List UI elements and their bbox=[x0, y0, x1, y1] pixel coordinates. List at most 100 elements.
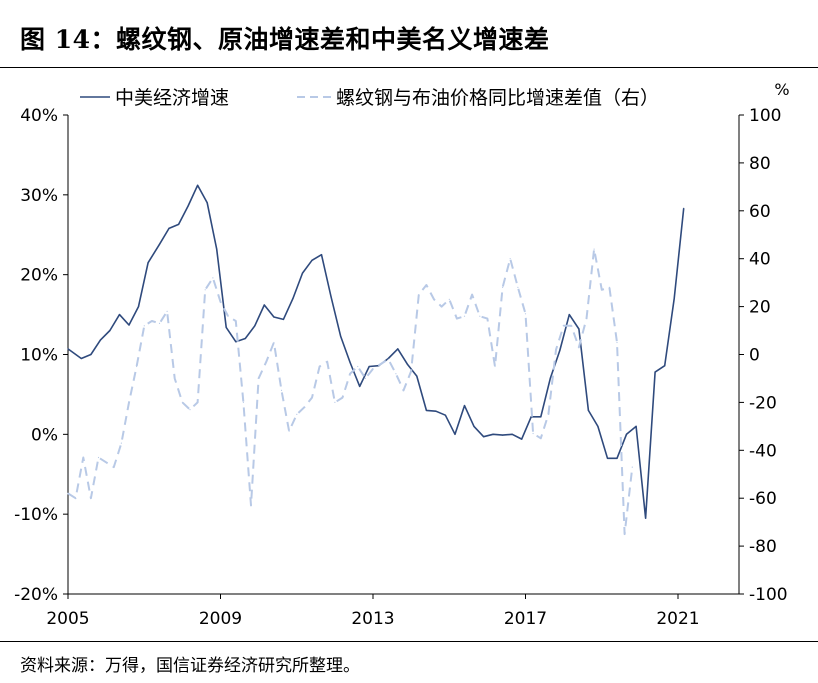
series-2-point bbox=[204, 289, 206, 291]
series-2-point bbox=[517, 286, 519, 288]
series-1-point bbox=[540, 416, 542, 418]
series-2-point bbox=[601, 289, 603, 291]
series-2-point bbox=[540, 437, 542, 439]
right-tick-label: -20 bbox=[749, 393, 777, 413]
series-2-point bbox=[563, 325, 565, 327]
series-1-point bbox=[368, 365, 370, 368]
series-1-point bbox=[67, 348, 69, 350]
series-2-point bbox=[380, 363, 382, 365]
series-2-point bbox=[608, 286, 611, 288]
left-tick-label: -10% bbox=[14, 505, 58, 525]
series-2-point bbox=[128, 401, 130, 403]
right-tick-label: 100 bbox=[749, 106, 781, 126]
series-1-point bbox=[263, 304, 265, 306]
series-2-point bbox=[105, 461, 107, 463]
source-note: 资料来源：万得，国信证券经济研究所整理。 bbox=[20, 656, 360, 676]
series-1-point bbox=[320, 254, 323, 256]
series-2-point bbox=[158, 322, 161, 324]
series-2-point bbox=[326, 361, 328, 363]
series-2-point bbox=[425, 284, 427, 286]
series-2-point bbox=[311, 397, 313, 399]
series-1-point bbox=[330, 296, 332, 298]
series-1-point bbox=[90, 353, 92, 356]
series-2-point bbox=[143, 325, 145, 327]
series-1-point bbox=[549, 377, 551, 379]
series-1-point bbox=[118, 314, 121, 316]
series-2-point bbox=[616, 341, 618, 344]
series-2-point bbox=[349, 373, 351, 375]
x-tick-label: 2009 bbox=[199, 609, 242, 629]
title-rule bbox=[0, 67, 818, 68]
series-2-point bbox=[97, 456, 100, 459]
series-2-point bbox=[296, 413, 298, 415]
series-lines bbox=[67, 184, 685, 536]
series-1-point bbox=[578, 328, 580, 330]
series-2-point bbox=[494, 365, 496, 368]
series-1-point bbox=[568, 314, 570, 316]
series-2-point bbox=[387, 358, 389, 360]
tick-labels: 40% 30% 20% 10% 0% -10% -20% 100 80 60 40 20 0 -20 -40… bbox=[14, 80, 790, 629]
series-1-point bbox=[225, 326, 227, 328]
series-2-point bbox=[524, 313, 527, 315]
series-1-point bbox=[244, 337, 246, 340]
left-tick-label: 40% bbox=[20, 106, 58, 126]
series-2-point bbox=[479, 315, 481, 317]
series-1-point bbox=[492, 433, 494, 435]
series-2-point bbox=[113, 466, 115, 468]
series-1-point bbox=[511, 433, 513, 435]
series-2-point bbox=[441, 306, 443, 308]
series-1-point bbox=[158, 243, 161, 245]
series-1-point bbox=[625, 433, 628, 435]
series-1-point bbox=[273, 316, 275, 318]
series-1-point bbox=[664, 365, 666, 367]
series-1-point bbox=[645, 517, 647, 519]
series-2-point bbox=[258, 377, 260, 379]
series-2-point bbox=[372, 368, 374, 370]
right-tick-label: 0 bbox=[749, 346, 760, 366]
series-1-point bbox=[349, 361, 351, 364]
series-2-point bbox=[227, 315, 229, 317]
series-1-point bbox=[463, 405, 466, 407]
series-2-point bbox=[357, 365, 359, 368]
series-1-point bbox=[137, 306, 140, 308]
series-2-point bbox=[624, 533, 626, 535]
series-2-point bbox=[509, 258, 511, 260]
series-1-point bbox=[654, 371, 656, 373]
series-1-point bbox=[235, 341, 237, 343]
series-2-point bbox=[486, 318, 488, 320]
series-2-point bbox=[166, 310, 168, 312]
series-2-point bbox=[136, 365, 138, 368]
series-2-point bbox=[410, 370, 412, 372]
series-2-point bbox=[502, 286, 504, 288]
right-axis-unit: % bbox=[774, 80, 789, 99]
series-2-point bbox=[334, 401, 336, 403]
series-2-point bbox=[402, 389, 405, 391]
series-2-point bbox=[532, 432, 534, 435]
series-2-point bbox=[395, 373, 397, 375]
series-1-point bbox=[435, 410, 437, 412]
right-tick-label: 80 bbox=[749, 154, 771, 174]
series-1-point bbox=[406, 363, 408, 365]
legend-label-1: 中美经济增速 bbox=[115, 87, 229, 109]
series-2-point bbox=[151, 320, 153, 322]
series-1-point bbox=[673, 298, 675, 300]
series-2-point bbox=[555, 349, 557, 351]
series-1-point bbox=[425, 409, 427, 411]
right-tick-label: -60 bbox=[749, 489, 777, 509]
series-2-point bbox=[197, 401, 199, 403]
series-2-point bbox=[235, 320, 237, 322]
series-2-point bbox=[585, 318, 588, 320]
series-1-point bbox=[109, 329, 111, 332]
series-1-point bbox=[187, 205, 189, 207]
series-1-point bbox=[502, 434, 504, 436]
series-line-1 bbox=[67, 184, 685, 519]
series-1-point bbox=[597, 425, 599, 427]
series-2-point bbox=[265, 361, 267, 363]
series-1-point bbox=[99, 339, 101, 341]
series-2-point bbox=[280, 389, 283, 391]
x-tick-label: 2005 bbox=[46, 609, 89, 629]
left-tick-label: -20% bbox=[14, 585, 58, 605]
series-1-point bbox=[359, 385, 361, 387]
x-tick-label: 2013 bbox=[351, 609, 394, 629]
series-2-point bbox=[448, 298, 450, 300]
